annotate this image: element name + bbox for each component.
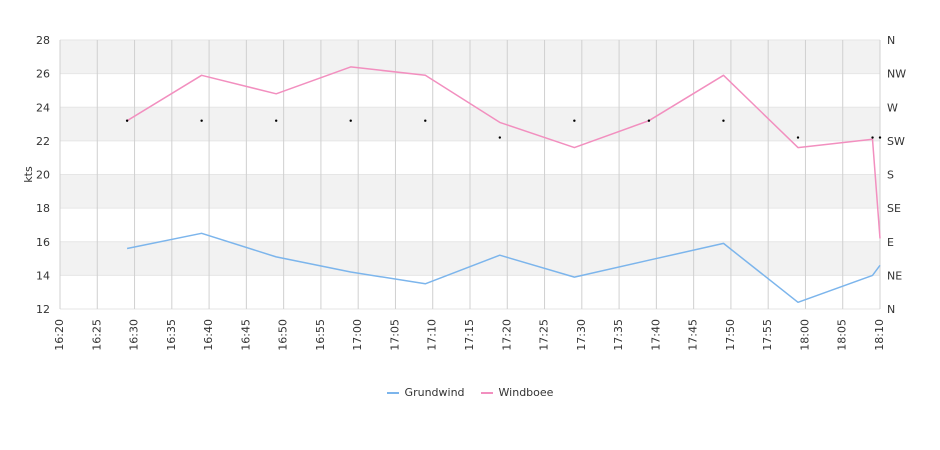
right-axis-label: SW <box>887 135 905 148</box>
x-tick-label: 17:05 <box>388 319 401 351</box>
y-tick-label: 14 <box>36 269 50 282</box>
x-tick-label: 17:55 <box>761 319 774 351</box>
x-tick-label: 17:50 <box>724 319 737 351</box>
direction-marker <box>349 119 352 122</box>
right-axis-label: S <box>887 169 894 182</box>
y-tick-label: 20 <box>36 169 50 182</box>
y-tick-label: 18 <box>36 202 50 215</box>
y-tick-label: 12 <box>36 303 50 316</box>
y-tick-label: 22 <box>36 135 50 148</box>
x-tick-label: 17:45 <box>687 319 700 351</box>
legend-swatch-windboee <box>480 391 493 394</box>
x-tick-label: 17:30 <box>575 319 588 351</box>
x-tick-label: 16:30 <box>128 319 141 351</box>
x-tick-label: 17:25 <box>538 319 551 351</box>
direction-marker <box>125 119 129 122</box>
x-tick-label: 16:40 <box>202 319 215 351</box>
legend-label-windboee: Windboee <box>498 386 554 399</box>
x-tick-label: 16:50 <box>277 319 290 351</box>
legend: Grundwind Windboee <box>0 386 940 399</box>
x-tick-label: 17:10 <box>426 319 439 351</box>
right-axis-label: E <box>887 236 894 249</box>
direction-marker <box>796 136 800 139</box>
y-axis-title: kts <box>22 166 35 183</box>
y-tick-label: 28 <box>36 34 50 47</box>
x-tick-label: 17:00 <box>351 319 364 351</box>
legend-item-grundwind[interactable]: Grundwind <box>386 386 465 399</box>
x-tick-label: 17:40 <box>649 319 662 351</box>
right-axis-label: W <box>887 101 898 114</box>
direction-marker <box>722 119 725 122</box>
right-axis-label: N <box>887 303 895 316</box>
direction-marker <box>498 136 502 139</box>
series-line-grundwind <box>126 232 881 304</box>
x-tick-label: 16:25 <box>90 319 103 351</box>
direction-marker <box>274 119 278 122</box>
x-tick-label: 16:20 <box>53 319 66 351</box>
x-tick-label: 17:15 <box>463 319 476 351</box>
x-tick-label: 18:00 <box>798 319 811 351</box>
direction-marker <box>424 119 427 122</box>
x-tick-label: 17:20 <box>500 319 513 351</box>
x-tick-label: 17:35 <box>612 319 625 351</box>
x-tick-label: 18:10 <box>873 319 886 351</box>
x-tick-label: 16:55 <box>314 319 327 351</box>
right-axis-label: NE <box>887 269 902 282</box>
legend-swatch-grundwind <box>386 391 399 394</box>
legend-label-grundwind: Grundwind <box>404 386 465 399</box>
wind-chart: 16:20 16:25 16:30 16:35 16:40 16:45 16:50 16:55… <box>22 34 906 351</box>
right-axis-label: SE <box>887 202 901 215</box>
x-tick-label: 16:35 <box>165 319 178 351</box>
y-tick-label: 26 <box>36 68 50 81</box>
right-axis-label: NW <box>887 68 906 81</box>
y-tick-label: 24 <box>36 101 50 114</box>
series-line-windboee <box>126 66 881 239</box>
legend-item-windboee[interactable]: Windboee <box>480 386 554 399</box>
y-tick-label: 16 <box>36 236 50 249</box>
direction-marker <box>200 119 203 122</box>
x-tick-label: 18:05 <box>836 319 849 351</box>
x-tick-label: 16:45 <box>239 319 252 351</box>
right-axis-label: N <box>887 34 895 47</box>
direction-marker <box>573 119 576 122</box>
direction-marker <box>878 136 882 139</box>
direction-marker <box>647 119 651 122</box>
direction-marker <box>871 136 874 139</box>
